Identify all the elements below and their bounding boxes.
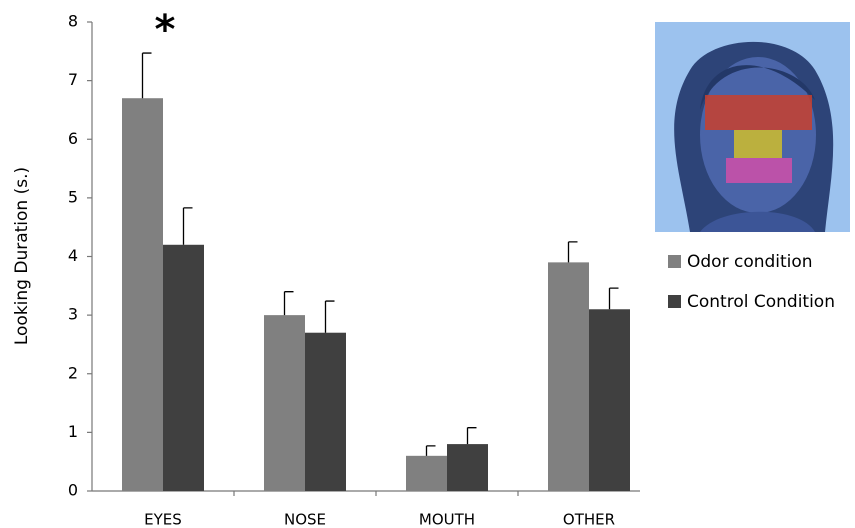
error-bar bbox=[283, 291, 294, 316]
y-tick-label: 1 bbox=[68, 422, 78, 441]
legend-swatch bbox=[668, 255, 681, 268]
error-bar bbox=[425, 445, 436, 456]
legend-label: Control Condition bbox=[687, 292, 835, 312]
error-bar bbox=[608, 287, 619, 310]
bar bbox=[589, 309, 630, 491]
y-tick-label: 6 bbox=[68, 129, 78, 148]
error-bar bbox=[567, 241, 578, 263]
face-image bbox=[655, 22, 850, 233]
y-tick-label: 0 bbox=[68, 481, 78, 500]
error-bar bbox=[182, 207, 193, 245]
y-tick-label: 3 bbox=[68, 305, 78, 324]
error-bar bbox=[324, 300, 335, 333]
bar bbox=[163, 244, 204, 491]
bar bbox=[305, 332, 346, 491]
legend-swatch bbox=[668, 295, 681, 308]
bar bbox=[406, 455, 447, 491]
legend-label: Odor condition bbox=[687, 252, 813, 272]
bar bbox=[548, 262, 589, 491]
annotation: * bbox=[155, 7, 176, 53]
bar bbox=[264, 315, 305, 491]
y-tick-label: 8 bbox=[68, 12, 78, 31]
bar bbox=[447, 444, 488, 491]
y-tick-label: 5 bbox=[68, 187, 78, 206]
x-tick-label: OTHER bbox=[563, 511, 615, 528]
x-tick-label: EYES bbox=[144, 511, 182, 528]
y-axis-label: Looking Duration (s.) bbox=[12, 167, 32, 345]
y-tick-label: 2 bbox=[68, 363, 78, 382]
bar bbox=[122, 98, 163, 492]
error-bar bbox=[466, 427, 477, 445]
error-bar bbox=[141, 52, 152, 99]
y-tick-label: 7 bbox=[68, 70, 78, 89]
x-tick-label: NOSE bbox=[284, 511, 326, 528]
y-tick-label: 4 bbox=[68, 246, 78, 265]
x-tick-label: MOUTH bbox=[419, 511, 475, 528]
